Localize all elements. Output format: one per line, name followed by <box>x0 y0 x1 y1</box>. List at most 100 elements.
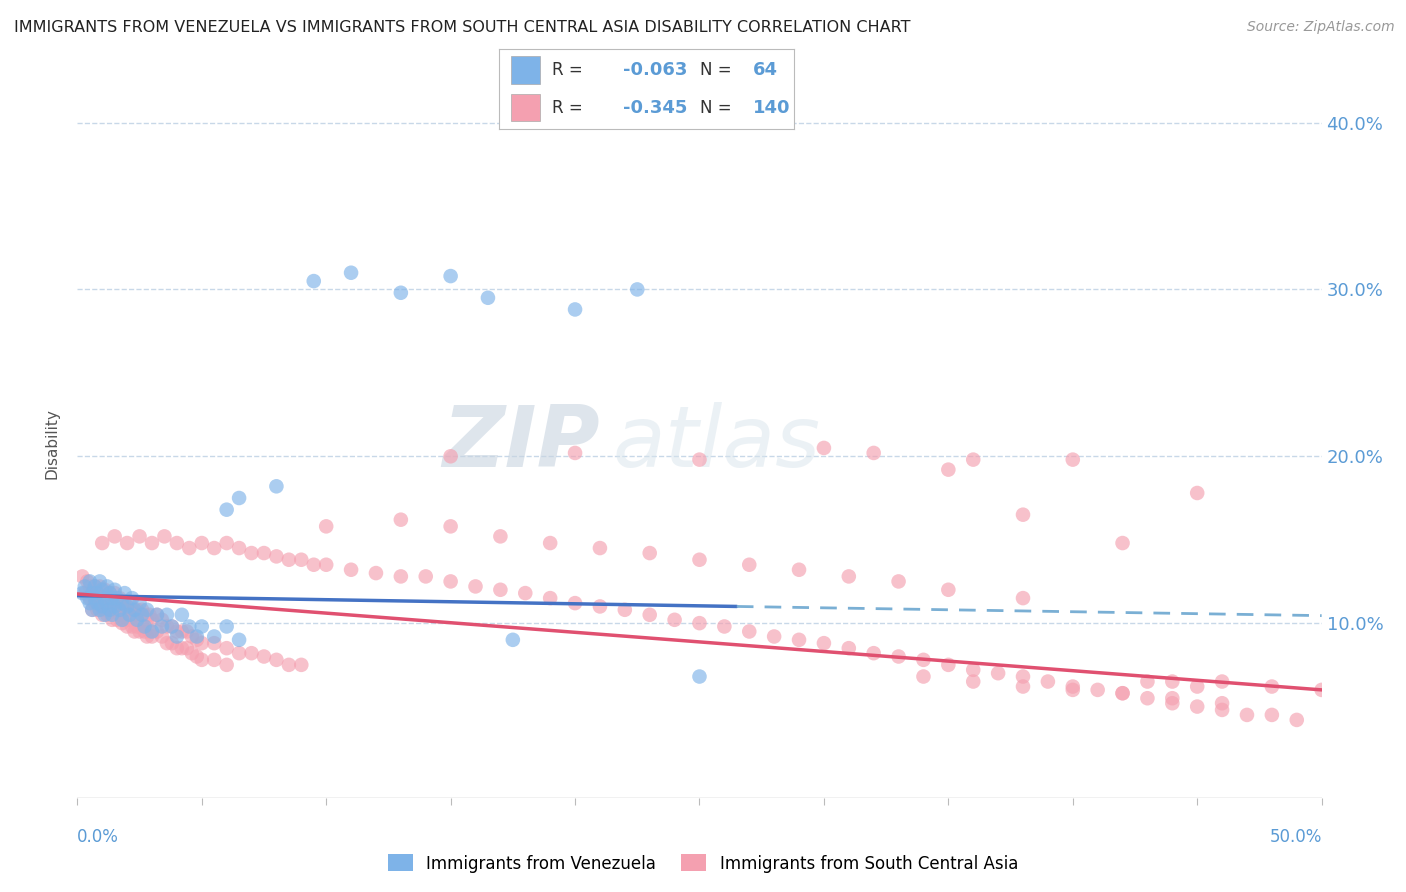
Point <box>1211 674 1233 689</box>
Point <box>302 558 325 572</box>
Point <box>93 591 115 606</box>
Text: N =: N = <box>700 61 731 78</box>
Point <box>108 591 131 606</box>
Text: -0.063: -0.063 <box>623 61 688 78</box>
Point <box>589 541 612 555</box>
Point <box>389 513 412 527</box>
Point <box>98 603 121 617</box>
Point <box>166 630 188 644</box>
Point <box>962 452 984 467</box>
Point <box>266 479 288 493</box>
Point <box>131 607 153 622</box>
Point <box>389 285 412 300</box>
Legend: Immigrants from Venezuela, Immigrants from South Central Asia: Immigrants from Venezuela, Immigrants fr… <box>381 847 1025 880</box>
Point <box>689 452 711 467</box>
Point <box>838 569 860 583</box>
Text: 50.0%: 50.0% <box>1270 828 1322 846</box>
Point <box>131 619 153 633</box>
Point <box>125 613 148 627</box>
Point <box>121 603 143 617</box>
Point <box>91 582 114 597</box>
Point <box>215 502 238 516</box>
Point <box>104 582 127 597</box>
Point <box>128 624 150 639</box>
Point <box>96 607 118 622</box>
Point <box>713 619 735 633</box>
Point <box>1012 591 1035 606</box>
Point <box>489 582 512 597</box>
Text: R =: R = <box>553 61 583 78</box>
Point <box>738 558 761 572</box>
Point <box>115 536 138 550</box>
Y-axis label: Disability: Disability <box>44 409 59 479</box>
Text: 0.0%: 0.0% <box>77 828 120 846</box>
Point <box>108 603 131 617</box>
Point <box>160 619 183 633</box>
Point <box>1211 703 1233 717</box>
Point <box>887 574 910 589</box>
Point <box>440 574 463 589</box>
Point <box>938 462 960 476</box>
Point <box>114 613 136 627</box>
Point <box>150 619 173 633</box>
Point <box>315 519 337 533</box>
Point <box>105 613 128 627</box>
Point <box>440 269 463 284</box>
Point <box>83 579 105 593</box>
Point <box>564 596 586 610</box>
Point <box>114 586 136 600</box>
Point <box>202 630 225 644</box>
Point <box>186 649 208 664</box>
Point <box>440 450 463 464</box>
Bar <box>510 94 540 121</box>
Point <box>938 582 960 597</box>
Point <box>290 553 312 567</box>
Point <box>134 607 156 622</box>
Point <box>124 607 146 622</box>
Point <box>179 541 201 555</box>
Point <box>180 646 202 660</box>
Point <box>215 641 238 656</box>
Point <box>464 579 486 593</box>
Point <box>191 536 214 550</box>
Point <box>98 586 121 600</box>
Text: R =: R = <box>553 99 583 117</box>
Point <box>138 624 160 639</box>
Point <box>1310 682 1333 697</box>
Point <box>121 619 143 633</box>
Point <box>82 586 104 600</box>
Point <box>240 546 263 560</box>
Point <box>141 536 163 550</box>
Point <box>124 603 146 617</box>
Point <box>228 541 250 555</box>
Point <box>266 549 288 564</box>
Point <box>79 579 101 593</box>
Point <box>118 596 141 610</box>
Point <box>76 574 98 589</box>
Point <box>89 596 111 610</box>
Point <box>160 636 183 650</box>
Point <box>91 599 114 614</box>
Point <box>1111 686 1133 700</box>
Point <box>477 291 499 305</box>
Point <box>118 607 141 622</box>
Point <box>862 646 884 660</box>
Point <box>538 536 561 550</box>
Point <box>101 607 124 622</box>
Point <box>186 630 208 644</box>
Point <box>128 596 150 610</box>
Point <box>626 282 648 296</box>
Point <box>136 603 159 617</box>
Point <box>98 586 121 600</box>
Point <box>1111 536 1133 550</box>
Point <box>613 603 636 617</box>
Point <box>150 613 173 627</box>
Point <box>176 624 198 639</box>
Point <box>564 446 586 460</box>
Text: N =: N = <box>700 99 731 117</box>
Point <box>440 519 463 533</box>
Point <box>89 579 111 593</box>
Point <box>277 657 299 672</box>
Point <box>101 591 124 606</box>
Point <box>240 646 263 660</box>
